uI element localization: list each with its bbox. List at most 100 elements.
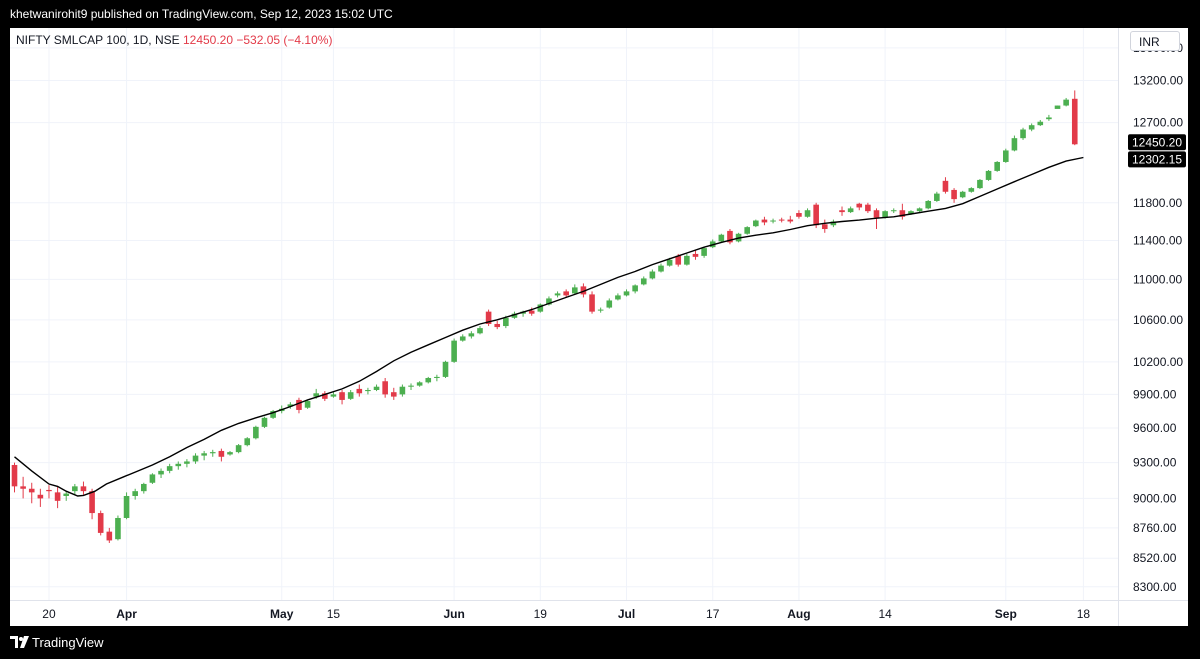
candle: [1046, 114, 1052, 121]
chart-canvas[interactable]: 8300.00 8520.00 8760.00 9000.00 9300.00 9600.…: [10, 28, 1188, 626]
candle: [572, 284, 578, 295]
candle: [485, 309, 492, 327]
candle-body: [201, 453, 207, 456]
candle: [356, 384, 363, 397]
candle: [149, 473, 156, 484]
candle: [804, 208, 811, 218]
candle-body: [63, 493, 70, 496]
y-tick-label: 8760.00: [1133, 521, 1177, 535]
candle: [580, 283, 587, 298]
candle-body: [597, 309, 604, 311]
candle-body: [494, 323, 501, 328]
candle-body: [554, 293, 561, 296]
candle-body: [37, 494, 44, 499]
candle-body: [339, 392, 345, 400]
candle: [166, 463, 173, 474]
candle: [589, 291, 595, 314]
candle: [132, 488, 138, 500]
y-tick-label: 9000.00: [1133, 491, 1177, 505]
candle: [623, 289, 630, 297]
tradingview-brand: TradingView: [32, 635, 104, 650]
y-tick-label: 8520.00: [1133, 551, 1177, 565]
y-tick-label: 11400.00: [1133, 233, 1182, 247]
candle: [218, 448, 225, 462]
candle-body: [847, 208, 854, 213]
candle: [37, 488, 44, 507]
candle-body: [54, 492, 61, 501]
candle: [54, 486, 61, 509]
candle: [97, 510, 104, 536]
candle-body: [46, 489, 52, 492]
candle-body: [382, 381, 388, 395]
candle: [787, 215, 794, 224]
y-tick-label: 11000.00: [1133, 272, 1182, 286]
x-tick-label: 19: [534, 607, 548, 621]
chart-frame[interactable]: 8300.00 8520.00 8760.00 9000.00 9300.00 9600.…: [10, 28, 1188, 626]
candle: [649, 269, 656, 280]
candle-body: [580, 286, 587, 295]
candle: [701, 247, 707, 258]
candle: [28, 482, 35, 504]
candle-body: [296, 399, 302, 410]
currency-button[interactable]: INR: [1130, 31, 1180, 51]
candle: [468, 331, 475, 339]
candle: [175, 461, 182, 470]
candle-body: [890, 210, 897, 212]
candle: [434, 374, 440, 382]
candle: [968, 187, 975, 193]
candle: [899, 203, 906, 220]
candle-body: [287, 404, 294, 407]
candle: [977, 179, 983, 190]
candle-body: [1020, 129, 1026, 139]
last-price: 12450.20: [182, 33, 234, 47]
y-tick-label: 9300.00: [1133, 456, 1177, 470]
candle: [106, 527, 113, 543]
x-tick-label: 15: [327, 607, 341, 621]
candle: [408, 383, 414, 391]
candle: [1020, 127, 1026, 140]
candle-body: [175, 463, 182, 467]
candle-body: [908, 211, 914, 214]
x-tick-label: Sep: [995, 607, 1017, 621]
candle-body: [821, 224, 828, 230]
candle: [261, 416, 268, 428]
candle: [63, 491, 70, 501]
candle: [1011, 135, 1018, 152]
candle: [615, 293, 621, 301]
candle: [451, 338, 457, 363]
candle: [330, 392, 337, 398]
candle-body: [649, 271, 656, 279]
candle-body: [692, 253, 699, 257]
candle-body: [477, 328, 483, 334]
candle-body: [227, 452, 233, 455]
candle: [916, 207, 923, 213]
candle-body: [632, 285, 638, 292]
price-change: −532.05 (−4.10%): [236, 33, 333, 47]
candle-body: [994, 161, 1000, 171]
symbol-name: NIFTY SMLCAP 100, 1D, NSE: [16, 33, 180, 47]
candle-body: [977, 179, 983, 189]
candle-body: [1046, 117, 1052, 120]
candle-body: [701, 248, 707, 256]
candle-body: [468, 333, 475, 337]
candle-body: [166, 466, 173, 471]
candle-body: [209, 452, 216, 454]
candle-body: [865, 204, 871, 212]
candle: [1037, 120, 1044, 127]
candle-body: [11, 464, 18, 487]
candle: [1003, 148, 1009, 163]
candle: [201, 450, 207, 461]
candle-body: [796, 213, 802, 217]
candle: [563, 289, 569, 298]
candle-body: [934, 193, 940, 201]
candle-body: [270, 411, 276, 418]
candle: [416, 381, 423, 387]
candle: [684, 253, 690, 266]
candle-body: [304, 401, 311, 408]
candle-body: [253, 426, 259, 439]
price-label-box: [1128, 134, 1186, 151]
candle: [72, 483, 78, 495]
candle: [253, 425, 259, 440]
candle: [537, 303, 544, 313]
candle-body: [830, 221, 837, 226]
